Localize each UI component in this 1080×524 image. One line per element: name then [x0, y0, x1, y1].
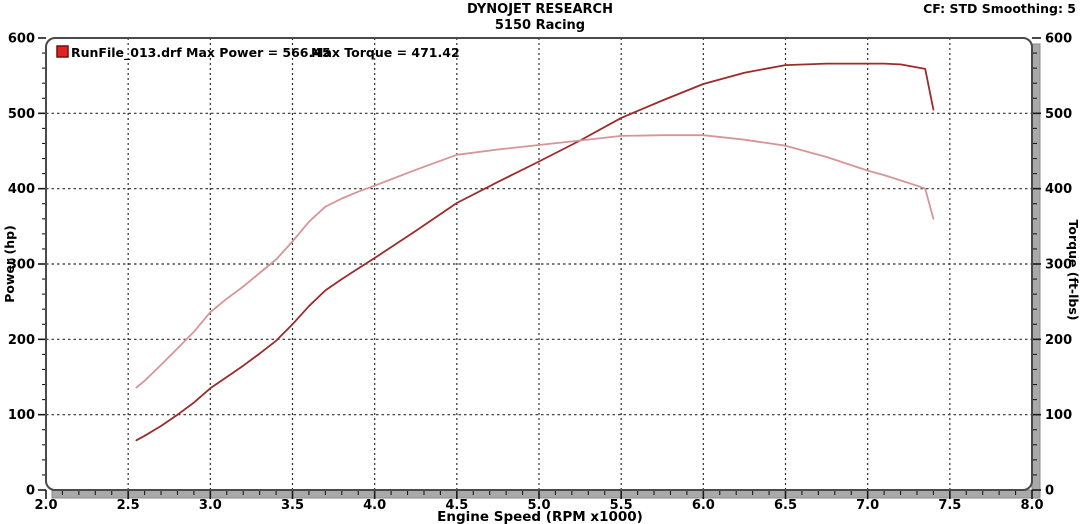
tick-label: 6.5 [774, 498, 797, 513]
tick-label: 7.5 [938, 498, 961, 513]
plot-frame [45, 37, 1033, 491]
legend-torque-label: Max Torque = 471.42 [311, 45, 460, 60]
tick-label: 0 [26, 484, 35, 499]
x-axis-title: Engine Speed (RPM x1000) [437, 509, 643, 524]
tick-label: 0 [1045, 484, 1054, 499]
run-file-marker-icon [56, 45, 69, 58]
tick-label: 5.0 [527, 498, 550, 513]
y-right-axis-title: Torque (ft-lbs) [1066, 220, 1080, 321]
y-left-axis-title: Power (hp) [2, 225, 17, 303]
legend: RunFile_013.drf Max Power = 566.45 Max T… [56, 45, 460, 61]
tick-label: 3.0 [199, 498, 222, 513]
tick-label: 400 [8, 182, 35, 197]
tick-label: 600 [8, 32, 35, 47]
tick-label: 500 [1045, 107, 1072, 122]
tick-label: 4.5 [445, 498, 468, 513]
tick-label: 100 [8, 408, 35, 423]
grid-lines [46, 38, 1032, 490]
tick-label: 300 [1045, 258, 1072, 273]
legend-run-power-label: RunFile_013.drf Max Power = 566.45 [71, 45, 331, 61]
tick-label: 600 [1045, 32, 1072, 47]
tick-label: 7.0 [856, 498, 879, 513]
tick-label: 200 [1045, 333, 1072, 348]
tick-label: 8.0 [1020, 498, 1043, 513]
torque-curve [135, 134, 935, 389]
chart-subtitle: 5150 Racing [495, 18, 585, 33]
tick-label: 400 [1045, 182, 1072, 197]
tick-label: 2.0 [34, 498, 57, 513]
tick-label: 500 [8, 107, 35, 122]
dyno-curves [135, 62, 935, 442]
cf-smoothing-label: CF: STD Smoothing: 5 [923, 1, 1076, 16]
tick-label: 200 [8, 333, 35, 348]
tick-label: 4.0 [363, 498, 386, 513]
tick-label: 300 [8, 258, 35, 273]
tick-label: 3.5 [281, 498, 304, 513]
axis-tick-labels: 2.0 2.5 3.0 3.5 4.0 4.5 5.0 5.5 6.0 6.5 7.0 7.5 8.00… [8, 32, 1072, 514]
tick-label: 2.5 [117, 498, 140, 513]
tick-label: 6.0 [692, 498, 715, 513]
power-curve [135, 62, 935, 442]
tick-label: 5.5 [610, 498, 633, 513]
tick-label: 100 [1045, 408, 1072, 423]
axis-shadow-bars [51, 43, 1041, 499]
chart-title: DYNOJET RESEARCH [467, 2, 613, 17]
